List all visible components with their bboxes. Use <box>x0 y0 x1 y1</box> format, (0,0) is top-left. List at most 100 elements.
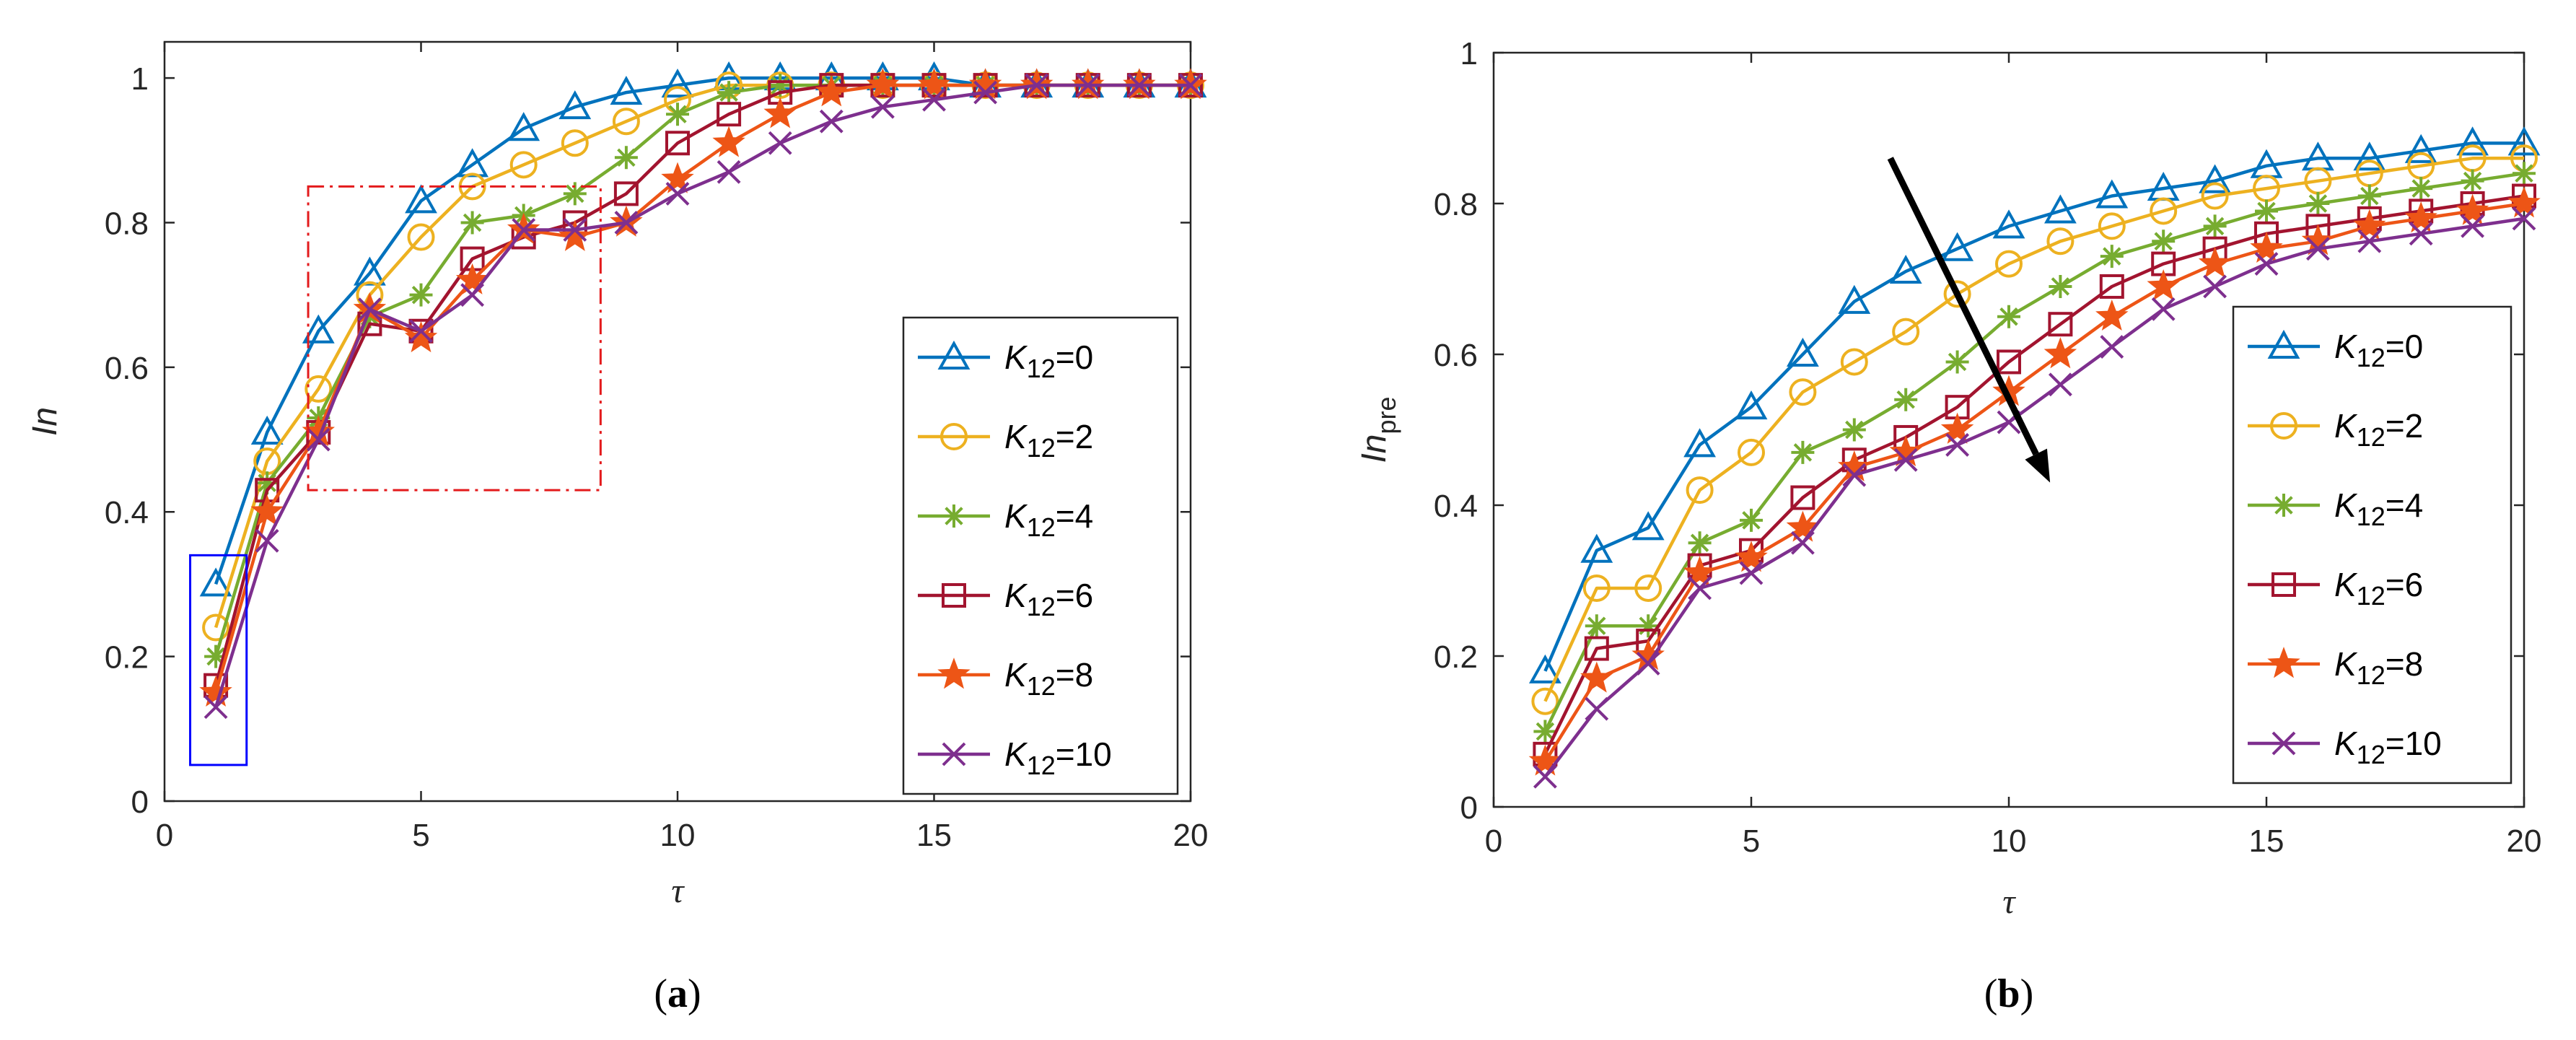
data-point <box>2046 227 2075 255</box>
data-point <box>2203 274 2227 299</box>
data-point <box>1943 280 1971 308</box>
data-point <box>1688 531 1712 555</box>
data-point <box>2512 206 2536 231</box>
data-point <box>2098 212 2126 240</box>
data-point <box>460 211 484 235</box>
data-point <box>2048 372 2072 397</box>
data-point <box>1528 654 1561 683</box>
data-point <box>1842 463 1867 487</box>
data-point <box>1892 318 1920 346</box>
data-point <box>558 90 592 120</box>
data-point <box>1786 337 1819 367</box>
data-point <box>558 219 592 251</box>
legend-label: K12=0 <box>1004 338 1093 383</box>
data-point <box>1992 209 2025 239</box>
data-point <box>409 283 433 307</box>
x-axis-label: τ <box>2002 883 2016 921</box>
y-tick-label: 0.2 <box>1434 639 1478 675</box>
data-point <box>2404 134 2437 163</box>
data-point <box>250 494 284 526</box>
y-tick-label: 0.6 <box>1434 338 1478 373</box>
x-axis-label: τ <box>671 872 685 910</box>
data-point <box>1735 541 1768 572</box>
data-point <box>665 181 690 206</box>
data-point <box>1995 250 2023 278</box>
data-point <box>1789 378 1817 406</box>
data-point <box>614 146 638 170</box>
legend-marker <box>2267 329 2300 359</box>
legend-marker <box>937 657 971 689</box>
y-tick-label: 0 <box>1460 790 1478 826</box>
data-point <box>1637 614 1660 638</box>
data-point <box>612 108 640 136</box>
data-point <box>404 320 438 353</box>
data-point <box>1739 561 1764 585</box>
data-point <box>203 695 228 720</box>
data-point <box>199 567 232 597</box>
data-point <box>1528 744 1562 776</box>
data-point <box>1894 388 1918 411</box>
data-point <box>2306 192 2330 215</box>
chart-panel-a: 0 5 10 15 20 0 0.2 0.4 0.6 0.8 1 τ In K12=0 K12=2 K12=4… <box>26 40 1208 1016</box>
data-point <box>1533 764 1557 789</box>
data-point <box>2100 335 2124 359</box>
data-point <box>1786 510 1820 542</box>
y-axis-label: In <box>26 407 64 436</box>
data-point <box>2409 222 2433 246</box>
x-tick-label: 15 <box>2249 823 2284 859</box>
data-point <box>1076 73 1100 97</box>
data-point <box>866 68 900 100</box>
data-point <box>2198 246 2232 278</box>
data-point <box>507 112 540 141</box>
y-tick-label: 0.4 <box>1434 489 1478 524</box>
data-point <box>1533 720 1557 743</box>
data-point <box>661 162 694 193</box>
data-point <box>768 74 792 97</box>
legend-label: K12=6 <box>1004 577 1093 621</box>
series-line <box>1543 157 2524 702</box>
data-point <box>1945 432 1970 457</box>
data-point <box>665 131 690 156</box>
data-point <box>1178 73 1203 97</box>
data-point <box>610 76 643 105</box>
data-point <box>1025 73 1049 97</box>
data-point <box>199 675 232 707</box>
data-point <box>2409 177 2433 201</box>
data-point <box>1531 687 1559 715</box>
data-point <box>1584 636 1609 661</box>
data-point <box>2049 274 2072 298</box>
data-point <box>2353 209 2386 240</box>
x-tick-label: 15 <box>916 818 952 853</box>
data-point <box>1893 447 1918 472</box>
data-point <box>2507 186 2541 218</box>
data-point <box>455 263 489 294</box>
data-point <box>563 182 587 206</box>
data-point <box>1889 254 1922 284</box>
data-point <box>1791 440 1815 464</box>
data-point <box>2255 199 2278 223</box>
y-axis-label: Inpre <box>1355 396 1401 463</box>
data-point <box>768 131 792 155</box>
data-point <box>2404 201 2437 233</box>
data-point <box>512 218 536 242</box>
legend-label: K12=8 <box>2334 645 2423 690</box>
data-point <box>2151 297 2176 321</box>
data-point <box>1631 511 1665 541</box>
legend-marker <box>942 504 965 528</box>
data-point <box>613 181 639 206</box>
legend-marker <box>2271 731 2296 756</box>
series-line <box>1543 194 2525 755</box>
data-point <box>1585 696 1609 721</box>
trend-arrow-head <box>2025 448 2051 483</box>
data-point <box>561 129 589 157</box>
data-point <box>2456 126 2489 156</box>
y-tick-label: 1 <box>131 61 149 97</box>
data-point <box>2353 141 2386 171</box>
data-point <box>1941 232 1974 261</box>
data-point <box>1683 556 1717 587</box>
data-point <box>1738 438 1765 466</box>
series-K12=0 <box>1528 126 2541 683</box>
legend: K12=0 K12=2 K12=4 K12=6 K12=8 K12=10 <box>2232 305 2513 785</box>
legend-marker <box>2271 572 2296 597</box>
legend-marker <box>942 742 966 766</box>
